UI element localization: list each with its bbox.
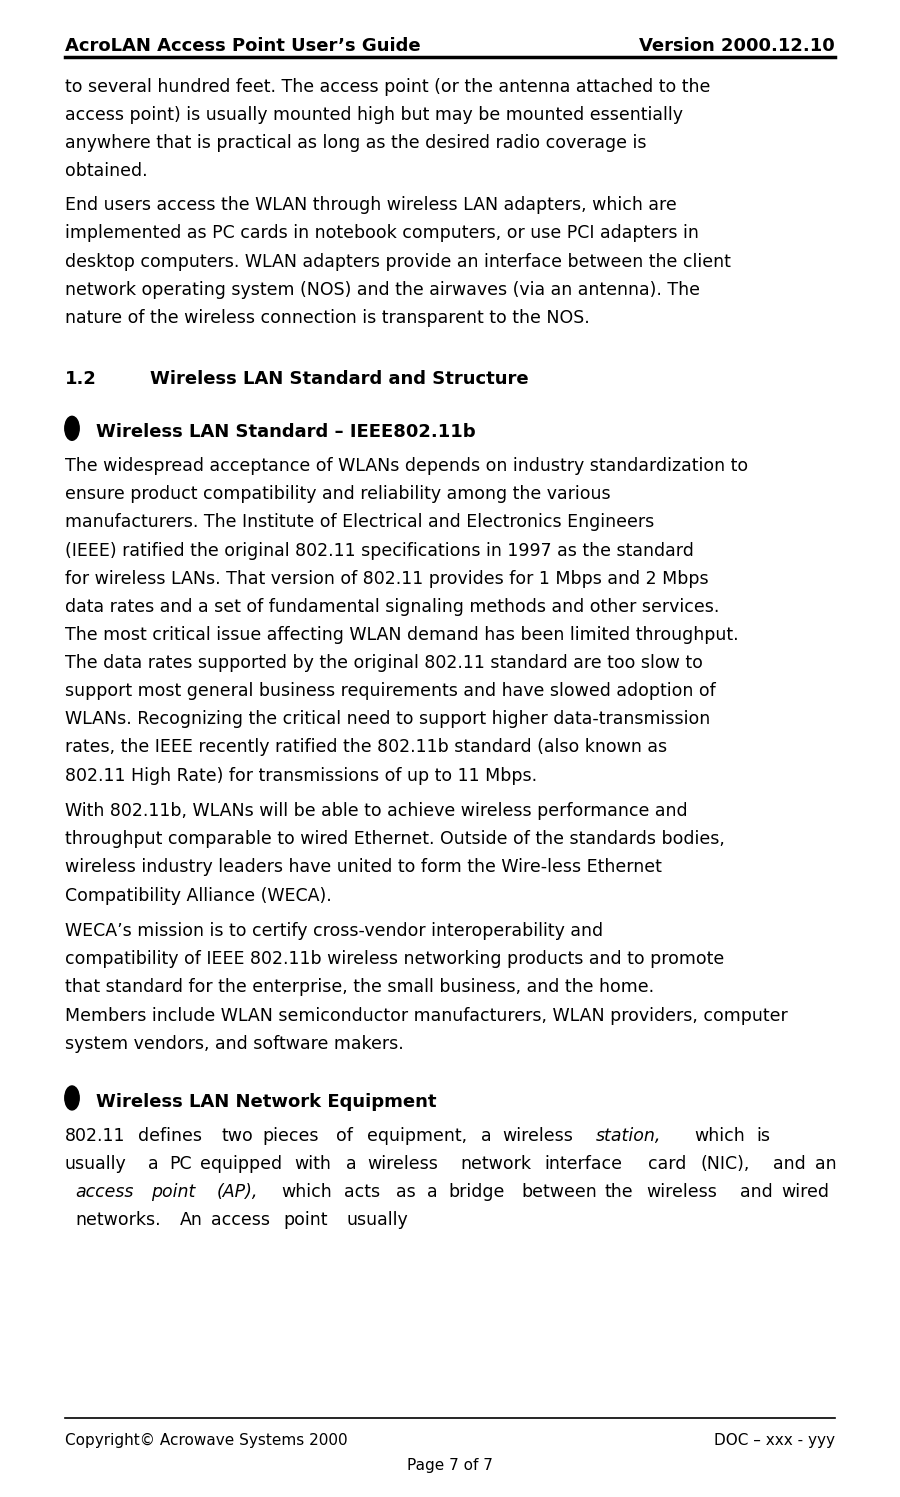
Text: access: access bbox=[211, 1211, 270, 1229]
Text: pieces: pieces bbox=[263, 1127, 320, 1145]
Text: a: a bbox=[148, 1156, 158, 1174]
Text: WLANs. Recognizing the critical need to support higher data-transmission: WLANs. Recognizing the critical need to … bbox=[65, 711, 710, 729]
Text: two: two bbox=[221, 1127, 253, 1145]
Text: for wireless LANs. That version of 802.11 provides for 1 Mbps and 2 Mbps: for wireless LANs. That version of 802.1… bbox=[65, 570, 708, 588]
Text: access point) is usually mounted high but may be mounted essentially: access point) is usually mounted high bu… bbox=[65, 106, 683, 124]
Text: An: An bbox=[179, 1211, 203, 1229]
Text: wireless: wireless bbox=[502, 1127, 573, 1145]
Text: networks.: networks. bbox=[76, 1211, 161, 1229]
Text: (IEEE) ratified the original 802.11 specifications in 1997 as the standard: (IEEE) ratified the original 802.11 spec… bbox=[65, 542, 694, 560]
Text: interface: interface bbox=[544, 1156, 622, 1174]
Text: wireless: wireless bbox=[646, 1183, 717, 1201]
Text: rates, the IEEE recently ratified the 802.11b standard (also known as: rates, the IEEE recently ratified the 80… bbox=[65, 738, 667, 756]
Text: implemented as PC cards in notebook computers, or use PCI adapters in: implemented as PC cards in notebook comp… bbox=[65, 225, 698, 243]
Text: The widespread acceptance of WLANs depends on industry standardization to: The widespread acceptance of WLANs depen… bbox=[65, 457, 748, 475]
Text: nature of the wireless connection is transparent to the NOS.: nature of the wireless connection is tra… bbox=[65, 308, 590, 326]
Text: End users access the WLAN through wireless LAN adapters, which are: End users access the WLAN through wirele… bbox=[65, 196, 677, 214]
Text: Wireless LAN Standard and Structure: Wireless LAN Standard and Structure bbox=[150, 370, 529, 388]
Text: defines: defines bbox=[138, 1127, 202, 1145]
Text: a: a bbox=[482, 1127, 492, 1145]
Text: compatibility of IEEE 802.11b wireless networking products and to promote: compatibility of IEEE 802.11b wireless n… bbox=[65, 951, 724, 969]
Text: support most general business requirements and have slowed adoption of: support most general business requiremen… bbox=[65, 683, 716, 701]
Text: and: and bbox=[740, 1183, 772, 1201]
Text: PC: PC bbox=[169, 1156, 192, 1174]
Text: anywhere that is practical as long as the desired radio coverage is: anywhere that is practical as long as th… bbox=[65, 135, 646, 153]
Text: card: card bbox=[648, 1156, 687, 1174]
Text: The data rates supported by the original 802.11 standard are too slow to: The data rates supported by the original… bbox=[65, 654, 703, 672]
Text: that standard for the enterprise, the small business, and the home.: that standard for the enterprise, the sm… bbox=[65, 979, 654, 997]
Text: an: an bbox=[814, 1156, 836, 1174]
Text: and: and bbox=[773, 1156, 806, 1174]
Circle shape bbox=[65, 416, 79, 440]
Text: a: a bbox=[346, 1156, 356, 1174]
Text: desktop computers. WLAN adapters provide an interface between the client: desktop computers. WLAN adapters provide… bbox=[65, 253, 731, 271]
Text: Version 2000.12.10: Version 2000.12.10 bbox=[639, 36, 835, 55]
Text: Compatibility Alliance (WECA).: Compatibility Alliance (WECA). bbox=[65, 886, 331, 904]
Text: which: which bbox=[282, 1183, 332, 1201]
Text: acts: acts bbox=[344, 1183, 380, 1201]
Text: network operating system (NOS) and the airwaves (via an antenna). The: network operating system (NOS) and the a… bbox=[65, 281, 700, 299]
Text: point: point bbox=[151, 1183, 195, 1201]
Text: which: which bbox=[694, 1127, 744, 1145]
Text: 802.11 High Rate) for transmissions of up to 11 Mbps.: 802.11 High Rate) for transmissions of u… bbox=[65, 766, 537, 784]
Text: WECA’s mission is to certify cross-vendor interoperability and: WECA’s mission is to certify cross-vendo… bbox=[65, 922, 603, 940]
Text: network: network bbox=[461, 1156, 532, 1174]
Text: Members include WLAN semiconductor manufacturers, WLAN providers, computer: Members include WLAN semiconductor manuf… bbox=[65, 1006, 788, 1024]
Text: is: is bbox=[757, 1127, 770, 1145]
Text: system vendors, and software makers.: system vendors, and software makers. bbox=[65, 1034, 403, 1052]
Text: as: as bbox=[396, 1183, 416, 1201]
Text: 1.2: 1.2 bbox=[65, 370, 96, 388]
Circle shape bbox=[65, 1085, 79, 1109]
Text: access: access bbox=[76, 1183, 133, 1201]
Text: (NIC),: (NIC), bbox=[700, 1156, 750, 1174]
Text: equipped: equipped bbox=[200, 1156, 283, 1174]
Text: usually: usually bbox=[65, 1156, 127, 1174]
Text: AcroLAN Access Point User’s Guide: AcroLAN Access Point User’s Guide bbox=[65, 36, 420, 55]
Text: usually: usually bbox=[346, 1211, 408, 1229]
Text: equipment,: equipment, bbox=[367, 1127, 467, 1145]
Text: to several hundred feet. The access point (or the antenna attached to the: to several hundred feet. The access poin… bbox=[65, 78, 710, 96]
Text: manufacturers. The Institute of Electrical and Electronics Engineers: manufacturers. The Institute of Electric… bbox=[65, 513, 654, 531]
Text: point: point bbox=[284, 1211, 328, 1229]
Text: throughput comparable to wired Ethernet. Outside of the standards bodies,: throughput comparable to wired Ethernet.… bbox=[65, 831, 724, 849]
Text: of: of bbox=[336, 1127, 353, 1145]
Text: ensure product compatibility and reliability among the various: ensure product compatibility and reliabi… bbox=[65, 485, 610, 503]
Text: station,: station, bbox=[596, 1127, 662, 1145]
Text: The most critical issue affecting WLAN demand has been limited throughput.: The most critical issue affecting WLAN d… bbox=[65, 626, 738, 644]
Text: bridge: bridge bbox=[448, 1183, 505, 1201]
Text: DOC – xxx - yyy: DOC – xxx - yyy bbox=[715, 1433, 835, 1448]
Text: Wireless LAN Standard – IEEE802.11b: Wireless LAN Standard – IEEE802.11b bbox=[96, 424, 476, 442]
Text: With 802.11b, WLANs will be able to achieve wireless performance and: With 802.11b, WLANs will be able to achi… bbox=[65, 802, 688, 820]
Text: Page 7 of 7: Page 7 of 7 bbox=[407, 1458, 493, 1473]
Text: (AP),: (AP), bbox=[216, 1183, 257, 1201]
Text: between: between bbox=[521, 1183, 597, 1201]
Text: wireless industry leaders have united to form the Wire-less Ethernet: wireless industry leaders have united to… bbox=[65, 858, 662, 876]
Text: Copyright© Acrowave Systems 2000: Copyright© Acrowave Systems 2000 bbox=[65, 1433, 347, 1448]
Text: a: a bbox=[428, 1183, 438, 1201]
Text: the: the bbox=[605, 1183, 633, 1201]
Text: 802.11: 802.11 bbox=[65, 1127, 125, 1145]
Text: wired: wired bbox=[781, 1183, 830, 1201]
Text: obtained.: obtained. bbox=[65, 162, 148, 180]
Text: data rates and a set of fundamental signaling methods and other services.: data rates and a set of fundamental sign… bbox=[65, 597, 719, 615]
Text: wireless: wireless bbox=[367, 1156, 437, 1174]
Text: with: with bbox=[294, 1156, 331, 1174]
Text: Wireless LAN Network Equipment: Wireless LAN Network Equipment bbox=[96, 1093, 436, 1111]
